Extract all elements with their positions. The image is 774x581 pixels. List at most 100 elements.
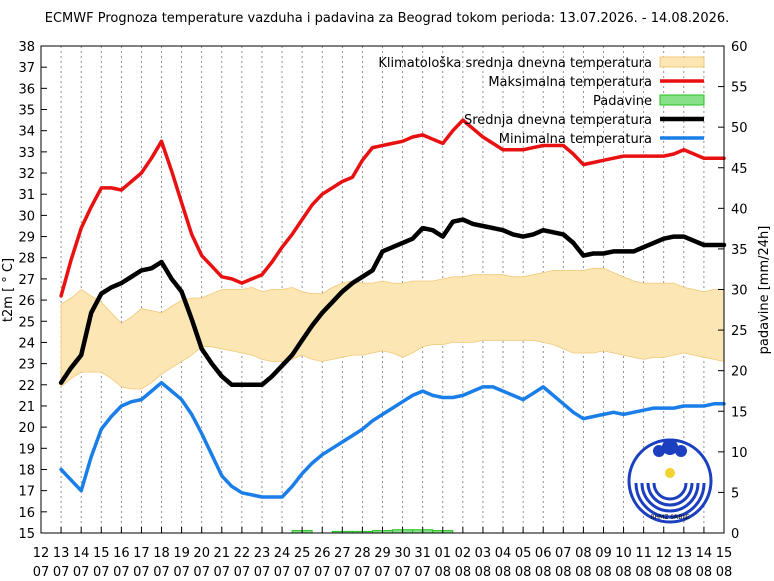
climatology-band — [60, 267, 725, 390]
y2-tick-label: 15 — [731, 405, 748, 420]
x-tick-month: 08 — [595, 565, 612, 580]
x-tick-month: 07 — [294, 565, 311, 580]
x-tick-day: 14 — [73, 546, 90, 561]
series-line — [59, 118, 726, 298]
x-tick-month: 07 — [274, 565, 291, 580]
y2-tick-label: 50 — [731, 121, 748, 136]
x-tick-day: 16 — [113, 546, 130, 561]
x-tick-day: 26 — [314, 546, 331, 561]
x-tick-day: 31 — [414, 546, 431, 561]
x-tick-day: 02 — [455, 546, 472, 561]
x-tick-month: 07 — [374, 565, 391, 580]
x-tick-month: 07 — [133, 565, 150, 580]
x-tick-day: 03 — [475, 546, 492, 561]
x-tick-day: 30 — [394, 546, 411, 561]
y2-tick-label: 35 — [731, 243, 748, 258]
legend: Klimatološka srednja dnevna temperatura M… — [378, 56, 705, 147]
y-tick-label: 21 — [18, 400, 35, 415]
x-tick-day: 17 — [133, 546, 150, 561]
y-tick-label: 30 — [18, 209, 35, 224]
y2-tick-label: 0 — [731, 527, 739, 542]
x-tick-day: 06 — [535, 546, 552, 561]
y2-tick-label: 25 — [731, 324, 748, 339]
y-tick-label: 36 — [18, 82, 35, 97]
x-tick-day: 20 — [193, 546, 210, 561]
y-axis-right: 0 5 10 15 20 25 30 35 40 45 50 55 60 — [718, 40, 748, 542]
x-tick-month: 08 — [635, 565, 652, 580]
logo-cloud — [662, 439, 678, 455]
x-tick-month: 07 — [414, 565, 431, 580]
y-tick-label: 26 — [18, 294, 35, 309]
x-tick-day: 04 — [495, 546, 512, 561]
x-tick-month: 07 — [254, 565, 271, 580]
x-axis: 1207130714071507160717071807190720072107… — [33, 527, 733, 580]
y-axis-left: 15 16 17 18 19 20 21 22 23 24 25 26 27 28 29 30 31 32 33 34… — [18, 40, 47, 542]
x-tick-month: 07 — [173, 565, 190, 580]
y2-tick-label: 60 — [731, 40, 748, 55]
y-tick-label: 23 — [18, 358, 35, 373]
x-tick-day: 12 — [655, 546, 672, 561]
y-tick-label: 28 — [18, 252, 35, 267]
y2-axis-label: padavine [mm/24h] — [757, 226, 772, 355]
x-tick-month: 07 — [73, 565, 90, 580]
x-tick-day: 01 — [434, 546, 451, 561]
x-tick-month: 08 — [655, 565, 672, 580]
series-line — [58, 217, 727, 388]
y-tick-label: 32 — [18, 167, 35, 182]
x-tick-month: 08 — [475, 565, 492, 580]
y-tick-label: 18 — [18, 463, 35, 478]
x-tick-month: 07 — [193, 565, 210, 580]
logo-wave — [652, 482, 688, 501]
x-tick-month: 08 — [615, 565, 632, 580]
y-tick-label: 24 — [18, 336, 35, 351]
legend-swatch-precipitation — [659, 94, 705, 106]
y2-tick-label: 30 — [731, 284, 748, 299]
logo-text: RHMZ SRBIJE — [650, 514, 690, 521]
y-tick-label: 37 — [18, 61, 35, 76]
logo-cloud — [653, 445, 665, 457]
x-tick-day: 15 — [93, 546, 110, 561]
y-tick-label: 19 — [18, 442, 35, 457]
x-tick-day: 25 — [294, 546, 311, 561]
x-tick-month: 08 — [696, 565, 713, 580]
x-tick-day: 22 — [234, 546, 251, 561]
y-tick-label: 38 — [18, 40, 35, 55]
x-tick-month: 07 — [214, 565, 231, 580]
x-tick-day: 05 — [515, 546, 532, 561]
y2-tick-label: 20 — [731, 365, 748, 380]
x-tick-month: 07 — [354, 565, 371, 580]
x-tick-month: 07 — [314, 565, 331, 580]
y-axis-label: t2m [ ° C] — [1, 258, 16, 322]
legend-label: Srednja dnevna temperatura — [464, 113, 652, 128]
x-tick-month: 08 — [575, 565, 592, 580]
x-tick-month: 08 — [676, 565, 693, 580]
x-tick-month: 08 — [716, 565, 733, 580]
chart-title: ECMWF Prognoza temperature vazduha i pad… — [45, 11, 730, 26]
y-tick-label: 27 — [18, 273, 35, 288]
x-tick-month: 08 — [555, 565, 572, 580]
legend-label: Padavine — [593, 94, 652, 109]
x-tick-day: 19 — [173, 546, 190, 561]
x-tick-month: 07 — [334, 565, 351, 580]
y-tick-label: 35 — [18, 104, 35, 119]
logo-wave — [646, 482, 694, 507]
x-tick-day: 27 — [334, 546, 351, 561]
legend-swatch-climatology — [659, 56, 705, 68]
x-tick-month: 07 — [93, 565, 110, 580]
x-tick-day: 11 — [635, 546, 652, 561]
x-tick-month: 08 — [515, 565, 532, 580]
y-tick-label: 17 — [18, 485, 35, 500]
x-tick-month: 07 — [394, 565, 411, 580]
y2-tick-label: 45 — [731, 162, 748, 177]
y-tick-label: 25 — [18, 315, 35, 330]
x-tick-day: 13 — [53, 546, 70, 561]
y-tick-label: 29 — [18, 231, 35, 246]
grid — [60, 46, 705, 533]
y2-tick-label: 5 — [731, 486, 739, 501]
x-tick-month: 07 — [113, 565, 130, 580]
rhmz-logo: RHMZ SRBIJE — [627, 438, 713, 524]
logo-wave — [634, 482, 706, 519]
y-tick-label: 22 — [18, 379, 35, 394]
y2-tick-label: 40 — [731, 202, 748, 217]
